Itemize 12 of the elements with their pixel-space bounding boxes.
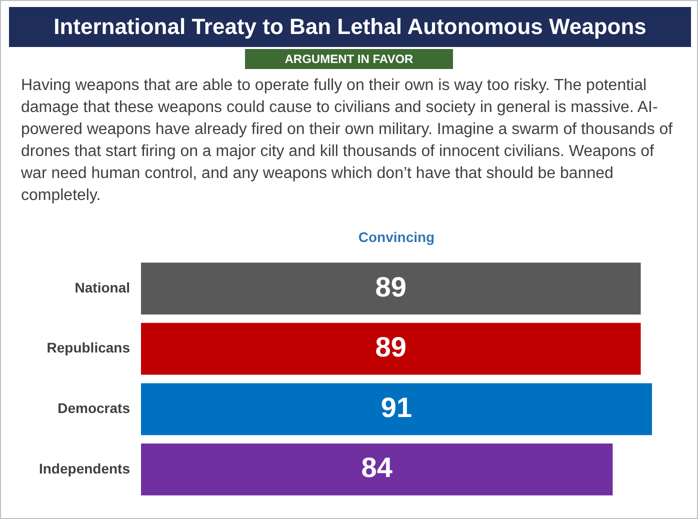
y-tick-label: Democrats [58,400,130,416]
chart-title: International Treaty to Ban Lethal Autonomous Weapons [9,7,691,47]
data-label: 91 [380,392,412,423]
data-label: 89 [375,332,406,363]
x-axis-title: Convincing [357,229,436,245]
text: Having weapons that are able to operate fully on their own is way too risky. The potential damage that these weapons could cause to civilians and society in general is massive. AI-powered weapons have already fired on their own military. Imagine a swarm of thousands of drones that start firing on a major city and kill thousands of innocent civilians. Weapons of war need human control, and any weapons which don’t have that should be banned completely. [21,76,674,206]
y-tick-label: Republicans [46,340,130,356]
chart-subtitle: ARGUMENT IN FAVOR [245,49,453,69]
data-label: 84 [361,452,393,484]
y-tick-label: National [74,279,130,296]
y-tick-label: Independents [38,460,130,476]
data-label: 89 [375,271,406,302]
